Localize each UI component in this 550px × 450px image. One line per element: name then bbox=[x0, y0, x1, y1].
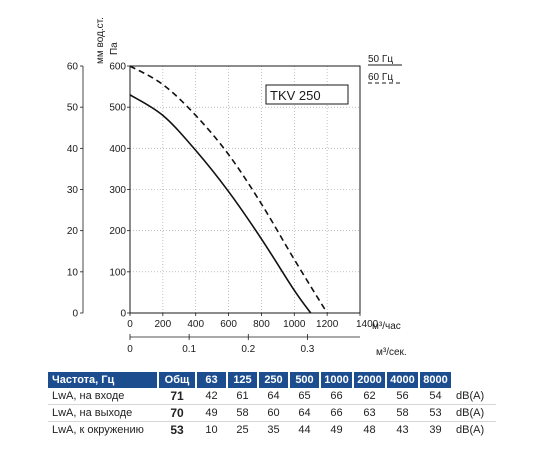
table-cell: 66 bbox=[330, 390, 343, 402]
x-m3s-tick-label: 0.2 bbox=[241, 344, 255, 355]
y-pa-tick-label: 300 bbox=[109, 185, 126, 196]
noise-table: Частота, Гц Общ 63 125 250 500 1000 2000 4000 800… bbox=[48, 372, 496, 438]
table-cell: 53 bbox=[429, 407, 442, 419]
y-right-axis-title: Па bbox=[109, 42, 120, 55]
table-cell: 65 bbox=[298, 390, 311, 402]
table-cell: 64 bbox=[298, 407, 311, 419]
table-cell: 48 bbox=[363, 424, 376, 436]
y-mm-tick-label: 0 bbox=[72, 309, 78, 320]
row-total: 53 bbox=[170, 423, 184, 437]
header-cell: 63 bbox=[196, 372, 228, 388]
header-cell: 8000 bbox=[419, 372, 453, 388]
y-mm-tick-label: 50 bbox=[67, 103, 79, 114]
table-cell: 42 bbox=[205, 390, 218, 402]
header-cell: 4000 bbox=[386, 372, 420, 388]
header-cell: 500 bbox=[289, 372, 321, 388]
table-cell: 39 bbox=[429, 424, 442, 436]
table-cell: 56 bbox=[396, 390, 409, 402]
curve-60hz bbox=[129, 65, 328, 314]
row-label: LwA, на выходе bbox=[52, 407, 133, 419]
table-cell: 54 bbox=[429, 390, 442, 402]
header-cell: 125 bbox=[227, 372, 259, 388]
y-mm-tick-label: 10 bbox=[67, 267, 79, 278]
header-frequency: Частота, Гц bbox=[48, 372, 159, 388]
table-cell: 49 bbox=[330, 424, 343, 436]
table-cell: 25 bbox=[236, 424, 249, 436]
table-cell: 49 bbox=[205, 407, 218, 419]
table-row: LwA, на выходе 70 49 58 60 64 66 63 58 53 dB(A) bbox=[48, 405, 496, 422]
model-label: TKV 250 bbox=[270, 88, 321, 103]
header-cell: 1000 bbox=[320, 372, 354, 388]
table-cell: 43 bbox=[396, 424, 409, 436]
table-cell: 10 bbox=[205, 424, 218, 436]
row-unit: dB(A) bbox=[456, 390, 485, 402]
y-mm-tick-label: 40 bbox=[67, 144, 79, 155]
y-pa-tick-label: 600 bbox=[109, 62, 126, 73]
x-m3h-tick-label: 1000 bbox=[283, 319, 306, 330]
row-label: LwA, на входе bbox=[52, 390, 125, 402]
y-pa-tick-label: 0 bbox=[120, 309, 126, 320]
row-label: LwA, к окружению bbox=[52, 424, 144, 436]
x-m3h-tick-label: 600 bbox=[220, 319, 237, 330]
curves bbox=[129, 65, 328, 314]
grid bbox=[130, 66, 360, 313]
x-m3s-tick-label: 0.1 bbox=[182, 344, 196, 355]
row-unit: dB(A) bbox=[456, 407, 485, 419]
x-m3h-tick-label: 200 bbox=[155, 319, 172, 330]
x-m3h-tick-label: 400 bbox=[187, 319, 204, 330]
y-pa-tick-label: 200 bbox=[109, 226, 126, 237]
header-cell: Общ bbox=[158, 372, 197, 388]
table-header-row: Частота, Гц Общ 63 125 250 500 1000 2000 4000 800… bbox=[48, 372, 496, 388]
table-cell: 61 bbox=[236, 390, 249, 402]
row-total: 70 bbox=[170, 406, 184, 420]
table-cell: 58 bbox=[236, 407, 249, 419]
table-cell: 62 bbox=[363, 390, 376, 402]
table-cell: 66 bbox=[330, 407, 343, 419]
y-pa-tick-label: 100 bbox=[109, 267, 126, 278]
header-cell: 250 bbox=[258, 372, 290, 388]
table-cell: 58 bbox=[396, 407, 409, 419]
table-cell: 63 bbox=[363, 407, 376, 419]
y-mm-tick-label: 30 bbox=[67, 185, 79, 196]
x-top-unit: м³/час bbox=[372, 321, 401, 332]
model-label-box bbox=[265, 84, 349, 105]
y-mm-tick-label: 20 bbox=[67, 226, 79, 237]
table-cell: 35 bbox=[267, 424, 280, 436]
legend-60hz-label: 60 Гц bbox=[368, 72, 393, 83]
legend-50hz-label: 50 Гц bbox=[368, 54, 393, 65]
x-bottom-unit: м³/сек. bbox=[376, 347, 407, 358]
table-cell: 64 bbox=[267, 390, 280, 402]
y-pa-tick-label: 500 bbox=[109, 103, 126, 114]
x-m3h-tick-label: 0 bbox=[127, 319, 133, 330]
x-m3h-tick-label: 800 bbox=[253, 319, 270, 330]
x-m3s-tick-label: 0.3 bbox=[300, 344, 314, 355]
curve-50hz bbox=[129, 94, 312, 314]
table-cell: 44 bbox=[298, 424, 311, 436]
x-m3h-tick-label: 1200 bbox=[316, 319, 339, 330]
y-left-axis-title: мм вод.ст. bbox=[95, 17, 106, 64]
row-total: 71 bbox=[170, 389, 184, 403]
x-m3s-tick-label: 0 bbox=[127, 344, 133, 355]
header-cell: 2000 bbox=[353, 372, 387, 388]
table-cell: 60 bbox=[267, 407, 280, 419]
row-unit: dB(A) bbox=[456, 424, 485, 436]
table-row: LwA, к окружению 53 10 25 35 44 49 48 43 39 dB(A) bbox=[48, 422, 496, 439]
y-mm-tick-label: 60 bbox=[67, 62, 79, 73]
table-row: LwA, на входе 71 42 61 64 65 66 62 56 54 dB(A) bbox=[48, 388, 496, 405]
header-blank bbox=[452, 372, 496, 388]
y-pa-tick-label: 400 bbox=[109, 144, 126, 155]
x-m3h-tick-label: 1400 bbox=[356, 319, 379, 330]
